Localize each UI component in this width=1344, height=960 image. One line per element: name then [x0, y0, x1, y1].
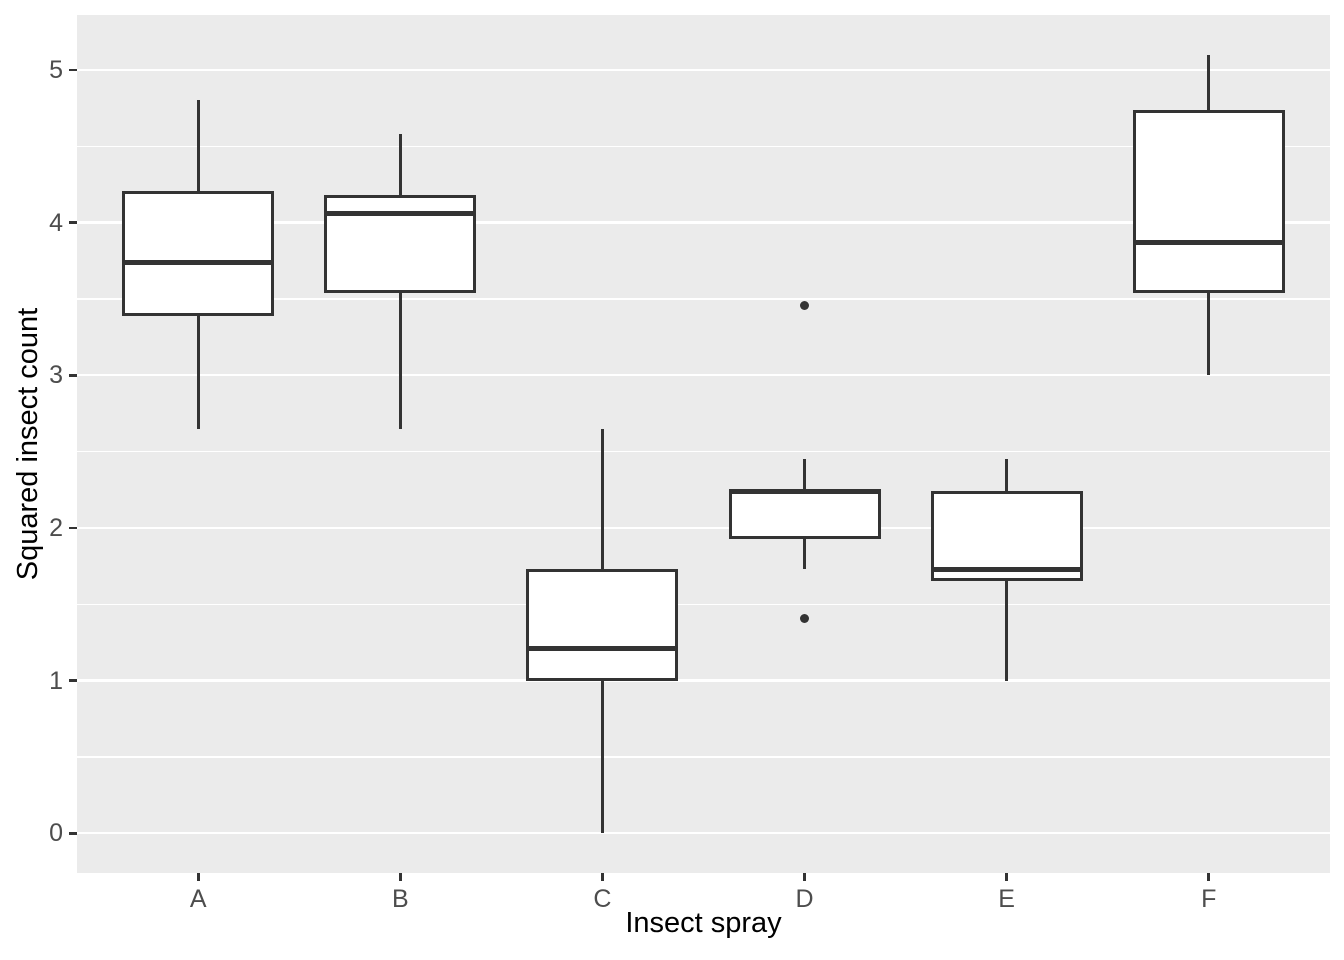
y-tick-mark — [69, 679, 77, 682]
gridline-minor — [77, 756, 1330, 758]
gridline-major — [77, 832, 1330, 835]
x-tick-label: E — [998, 885, 1015, 913]
outlier-point-D — [800, 613, 810, 623]
median-line-A — [122, 259, 275, 265]
y-tick-mark — [69, 68, 77, 72]
lower-whisker-C — [600, 680, 604, 834]
iqr-box-E — [930, 491, 1083, 582]
outlier-point-D — [800, 300, 810, 310]
median-line-D — [728, 488, 881, 494]
y-tick-mark — [69, 221, 77, 224]
x-tick-mark — [1005, 873, 1008, 881]
gridline-major — [77, 526, 1330, 530]
gridline-minor — [77, 145, 1330, 147]
x-tick-label: D — [795, 885, 814, 913]
x-tick-label: F — [1201, 885, 1217, 913]
gridline-major — [77, 68, 1330, 72]
gridline-minor — [77, 450, 1330, 453]
gridline-minor — [77, 298, 1330, 300]
iqr-box-F — [1132, 109, 1285, 293]
iqr-box-D — [728, 491, 881, 539]
median-line-F — [1132, 239, 1285, 245]
upper-whisker-A — [196, 100, 200, 191]
y-tick-mark — [69, 832, 77, 835]
iqr-box-A — [122, 190, 275, 316]
iqr-box-C — [526, 569, 679, 681]
x-tick-label: B — [392, 885, 409, 913]
x-tick-mark — [1207, 873, 1210, 881]
upper-whisker-C — [600, 428, 604, 570]
x-tick-mark — [803, 873, 806, 881]
y-tick-label: 2 — [49, 513, 63, 542]
y-tick-label: 1 — [49, 666, 63, 695]
y-tick-label: 5 — [49, 55, 63, 84]
median-line-E — [930, 566, 1083, 572]
gridline-major — [77, 221, 1330, 224]
median-line-B — [324, 210, 477, 216]
y-tick-mark — [69, 374, 77, 377]
upper-whisker-F — [1207, 54, 1211, 110]
lower-whisker-D — [803, 538, 807, 570]
y-tick-label: 0 — [49, 819, 63, 848]
x-tick-label: C — [593, 885, 612, 913]
gridline-major — [77, 679, 1330, 682]
y-tick-label: 3 — [49, 361, 63, 390]
median-line-C — [526, 646, 679, 652]
gridline-major — [77, 374, 1330, 377]
gridline-minor — [77, 603, 1330, 605]
x-tick-mark — [601, 873, 604, 881]
upper-whisker-B — [398, 134, 402, 196]
upper-whisker-D — [803, 459, 807, 492]
upper-whisker-E — [1005, 459, 1009, 492]
lower-whisker-A — [196, 315, 200, 429]
plot-panel — [77, 15, 1330, 873]
x-tick-label: A — [189, 885, 207, 913]
x-axis-title: Insect spray — [625, 907, 782, 939]
lower-whisker-E — [1005, 581, 1009, 681]
iqr-box-B — [324, 195, 477, 293]
y-tick-label: 4 — [49, 208, 63, 237]
x-tick-mark — [197, 873, 200, 881]
x-tick-mark — [399, 873, 402, 881]
y-tick-mark — [69, 526, 77, 530]
lower-whisker-F — [1207, 292, 1211, 376]
y-axis-title: Squared insect count — [12, 307, 44, 581]
lower-whisker-B — [398, 292, 402, 429]
